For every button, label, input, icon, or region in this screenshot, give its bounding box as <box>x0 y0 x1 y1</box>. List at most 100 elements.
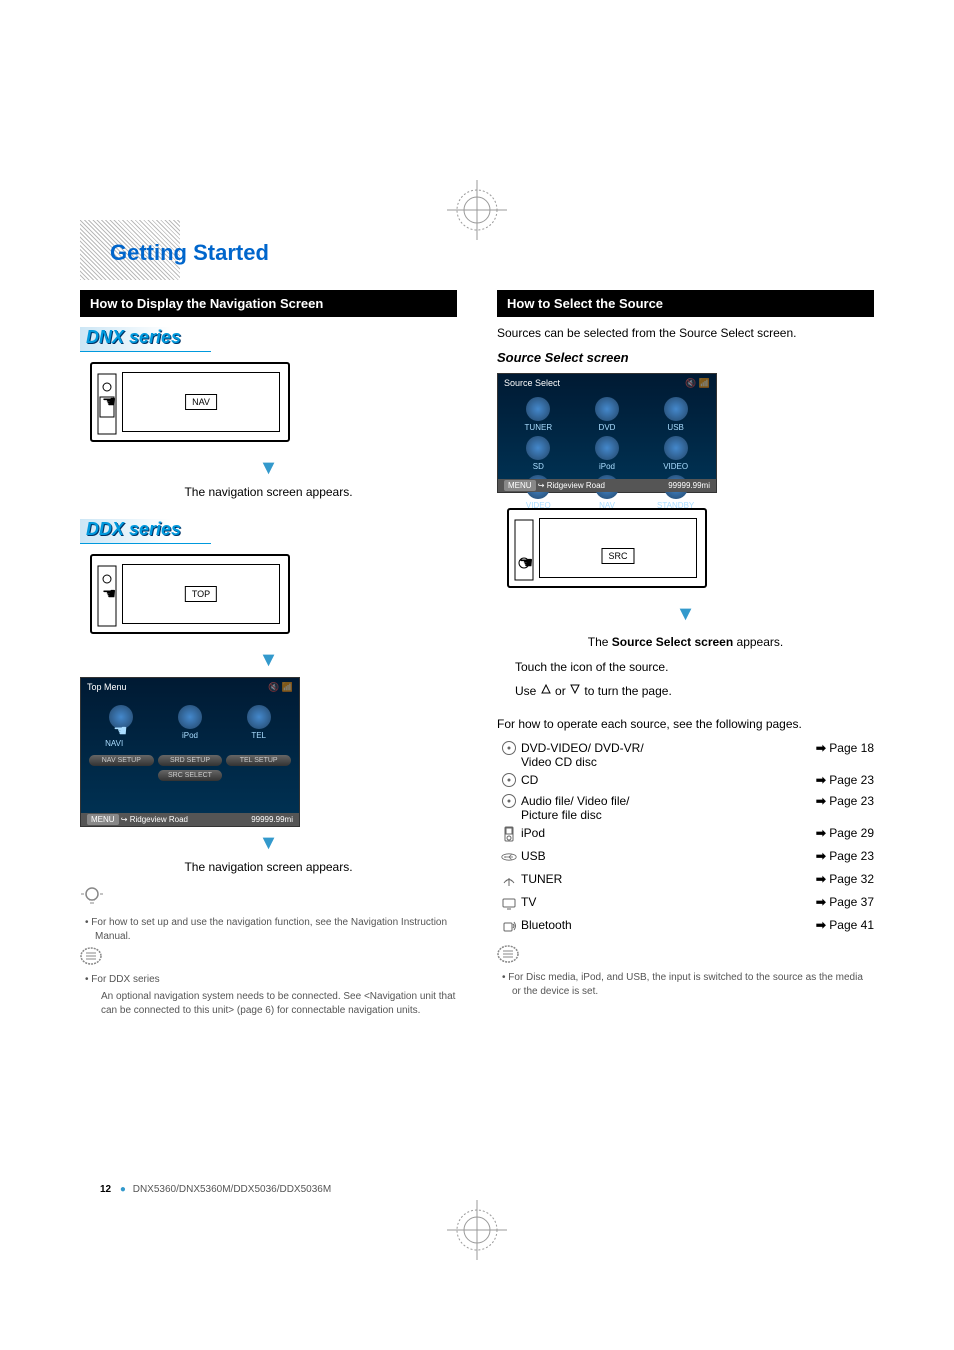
page-footer: 12 ● DNX5360/DNX5360M/DDX5036/DDX5036M <box>100 1184 331 1195</box>
source-icon <box>497 849 521 868</box>
arrow-down-icon: ▼ <box>80 832 457 855</box>
click-hand-icon: ☚ <box>102 392 116 412</box>
source-page-ref: Page 18 <box>816 741 874 755</box>
note-body: An optional navigation system needs to b… <box>101 990 457 1018</box>
source-icon <box>497 826 521 845</box>
left-header: How to Display the Navigation Screen <box>80 290 457 317</box>
ddx-caption: The navigation screen appears. <box>80 860 457 874</box>
src-video: VIDEO <box>663 462 688 471</box>
source-row: CDPage 23 <box>497 773 874 790</box>
right-column: How to Select the Source Sources can be … <box>497 290 874 1021</box>
intro-text: Sources can be selected from the Source … <box>497 325 874 342</box>
source-icon <box>497 918 521 937</box>
src-select-button: SRC SELECT <box>158 770 223 781</box>
tel-setup-button: TEL SETUP <box>226 755 291 766</box>
section-title: Getting Started <box>110 240 269 266</box>
src-dvd: DVD <box>599 423 616 432</box>
source-page-ref: Page 41 <box>816 918 874 932</box>
arrow-down-icon: ▼ <box>497 603 874 626</box>
source-row: TVPage 37 <box>497 895 874 914</box>
source-name: USB <box>521 849 816 863</box>
top-menu-screenshot: Top Menu🔇 📶 NAVI☚ iPod TEL NAV SETUP SRD… <box>80 677 300 827</box>
click-hand-icon: ☚ <box>102 584 116 604</box>
arrow-down-icon: ▼ <box>80 457 457 480</box>
ddx-device-illustration: ☚ TOP <box>80 554 300 644</box>
use-instruction: Use or to turn the page. <box>515 683 874 698</box>
click-hand-icon: ☚ <box>113 723 127 740</box>
dnx-device-illustration: ☚ NAV <box>80 362 300 452</box>
source-page-ref: Page 29 <box>816 826 874 840</box>
road-name: Ridgeview Road <box>547 481 605 490</box>
src-button-label: SRC <box>601 548 634 564</box>
source-select-title: Source Select <box>504 378 560 389</box>
down-triangle-icon <box>569 683 581 698</box>
howto-text: For how to operate each source, see the … <box>497 716 874 733</box>
touch-instruction: Touch the icon of the source. <box>515 659 874 676</box>
source-name: TV <box>521 895 816 909</box>
device-src-illustration: ☚ SRC <box>497 508 717 598</box>
tip-icon <box>80 884 457 913</box>
odometer: 99999.99mi <box>668 481 710 490</box>
source-name: Audio file/ Video file/Picture file disc <box>521 794 816 822</box>
source-page-ref: Page 23 <box>816 849 874 863</box>
note-title: For DDX series <box>95 973 457 987</box>
source-page-ref: Page 32 <box>816 872 874 886</box>
src-sd: SD <box>533 462 544 471</box>
source-select-appears: The Source Select screen appears. <box>497 634 874 651</box>
source-row: BluetoothPage 41 <box>497 918 874 937</box>
dnx-series-label: DNX series <box>80 327 211 352</box>
print-crop-mark-bottom <box>447 1200 507 1260</box>
ddx-series-label: DDX series <box>80 519 211 544</box>
source-select-subtitle: Source Select screen <box>497 350 874 365</box>
source-name: CD <box>521 773 816 787</box>
source-row: DVD-VIDEO/ DVD-VR/Video CD discPage 18 <box>497 741 874 769</box>
top-menu-title: Top Menu <box>87 682 127 693</box>
source-icon <box>497 895 521 914</box>
source-icon <box>497 741 521 758</box>
note-icon <box>497 945 874 968</box>
source-name: Bluetooth <box>521 918 816 932</box>
road-name: Ridgeview Road <box>130 815 188 824</box>
source-page-ref: Page 23 <box>816 773 874 787</box>
source-row: TUNERPage 32 <box>497 872 874 891</box>
source-row: iPodPage 29 <box>497 826 874 845</box>
top-button-label: TOP <box>185 586 217 602</box>
source-icon <box>497 773 521 790</box>
source-page-ref: Page 37 <box>816 895 874 909</box>
source-row: USBPage 23 <box>497 849 874 868</box>
src-ipod: iPod <box>599 462 615 471</box>
menu-item-navi: NAVI <box>105 739 123 748</box>
source-icon <box>497 794 521 811</box>
menu-item-ipod: iPod <box>182 731 198 740</box>
src-tuner: TUNER <box>525 423 553 432</box>
section-header: Getting Started <box>80 220 330 280</box>
menu-item-tel: TEL <box>251 731 266 740</box>
tip-text: For how to set up and use the navigation… <box>95 916 457 944</box>
left-column: How to Display the Navigation Screen DNX… <box>80 290 457 1021</box>
srd-setup-button: SRD SETUP <box>158 755 223 766</box>
click-hand-icon: ☚ <box>519 553 533 573</box>
page-container: Getting Started How to Display the Navig… <box>0 0 954 1350</box>
nav-button-label: NAV <box>185 394 217 410</box>
up-triangle-icon <box>540 683 552 698</box>
source-name: iPod <box>521 826 816 840</box>
src-usb: USB <box>667 423 683 432</box>
dnx-caption: The navigation screen appears. <box>80 485 457 499</box>
models-text: DNX5360/DNX5360M/DDX5036/DDX5036M <box>133 1184 331 1195</box>
menu-button: MENU <box>87 814 119 825</box>
source-list: DVD-VIDEO/ DVD-VR/Video CD discPage 18 CD… <box>497 741 874 937</box>
source-row: Audio file/ Video file/Picture file disc… <box>497 794 874 822</box>
odometer: 99999.99mi <box>251 815 293 824</box>
nav-setup-button: NAV SETUP <box>89 755 154 766</box>
source-name: TUNER <box>521 872 816 886</box>
right-note: For Disc media, iPod, and USB, the input… <box>512 971 874 999</box>
page-number: 12 <box>100 1184 111 1195</box>
source-select-screenshot: Source Select🔇 📶 TUNER DVD USB SD iPod V… <box>497 373 717 493</box>
print-crop-mark-top <box>447 180 507 240</box>
right-header: How to Select the Source <box>497 290 874 317</box>
arrow-down-icon: ▼ <box>80 649 457 672</box>
source-page-ref: Page 23 <box>816 794 874 808</box>
source-name: DVD-VIDEO/ DVD-VR/Video CD disc <box>521 741 816 769</box>
note-icon <box>80 947 457 970</box>
source-icon <box>497 872 521 891</box>
